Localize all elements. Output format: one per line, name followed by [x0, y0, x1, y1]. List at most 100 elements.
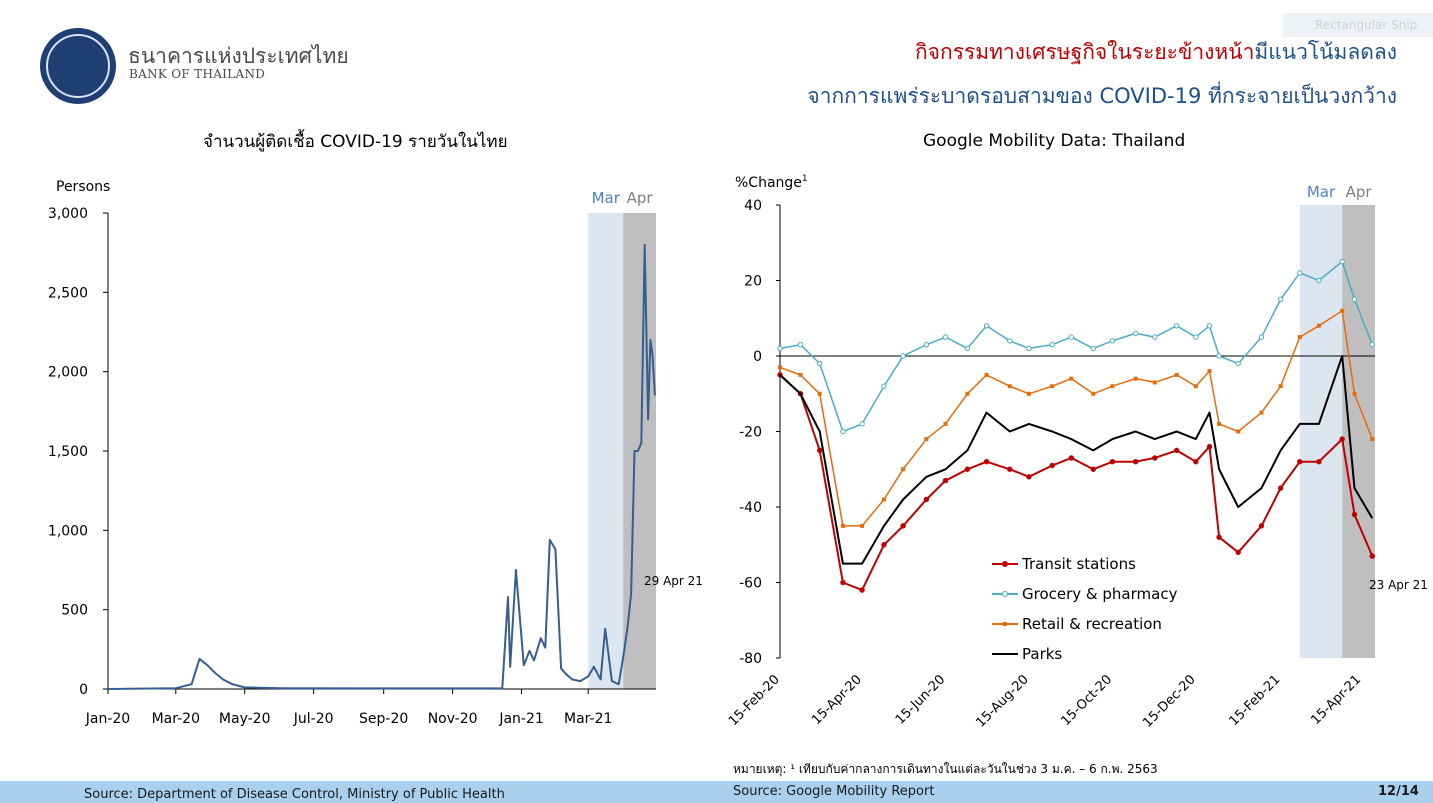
retail-recreation-point: [1316, 323, 1321, 328]
retail-recreation-legend-marker: [1003, 622, 1007, 626]
mobility-y-axis-label-text: %Change: [735, 175, 802, 191]
covid-cases-line: [107, 243, 656, 690]
retail-recreation-point: [840, 523, 845, 528]
retail-recreation-point: [1091, 391, 1096, 396]
grocery-pharmacy-point: [1258, 334, 1265, 340]
grocery-pharmacy-point: [816, 360, 823, 367]
retail-recreation-point: [1050, 384, 1055, 389]
transit-stations-point: [1351, 511, 1358, 518]
retail-recreation-point: [901, 467, 906, 472]
grocery-pharmacy-point: [1316, 277, 1322, 284]
headline-line-1: กิจกรรมทางเศรษฐกิจในระยะข้างหน้ามีแนวโน้…: [915, 36, 1397, 69]
headline-red-part: กิจกรรมทางเศรษฐกิจในระยะข้างหน้า: [914, 40, 1255, 64]
retail-recreation-point: [798, 372, 803, 377]
grocery-pharmacy-point: [1173, 323, 1180, 329]
headline-blue-part: มีแนวโน้มลดลง: [1254, 40, 1397, 64]
transit-stations-legend-marker: [1002, 561, 1008, 567]
retail-recreation-point: [984, 372, 989, 377]
mobility-y-axis-sup: 1: [802, 174, 808, 184]
covid-daily-cases-chart: Persons Mar Apr 0 500 1,000 1,500 2,000 2,500 3,…: [48, 179, 703, 727]
grocery-pharmacy-legend-marker: [1002, 591, 1008, 597]
transit-stations-point: [1109, 459, 1116, 465]
transit-stations-point: [881, 542, 887, 548]
transit-stations-point: [900, 523, 906, 529]
grocery-pharmacy-point: [777, 345, 783, 352]
grocery-pharmacy-point: [1277, 296, 1284, 303]
x-tick-label: 15-Aug-20: [973, 672, 1031, 730]
grocery-pharmacy-point: [1068, 334, 1075, 340]
grocery-pharmacy-point: [900, 353, 906, 359]
grocery-pharmacy-point: [964, 345, 971, 352]
grocery-pharmacy-point: [1235, 360, 1241, 367]
y-tick-label: 2,500: [48, 285, 88, 301]
mobility-chart: %Change1 Mar Apr -80 -60 -40 -20 0 20 40 15-Feb-2…: [726, 174, 1428, 731]
x-tick-label: 15-Apr-21: [1308, 672, 1364, 728]
retail-recreation-point: [778, 365, 782, 370]
transit-stations-point: [1173, 447, 1180, 454]
grocery-pharmacy-point: [1297, 270, 1303, 276]
retail-recreation-point: [1110, 384, 1115, 389]
transit-stations-point: [1193, 459, 1199, 465]
grocery-pharmacy-point: [1109, 338, 1116, 344]
x-tick-label: 15-Dec-20: [1140, 672, 1198, 730]
transit-stations-point: [1152, 455, 1158, 461]
parks-line: [779, 355, 1374, 565]
retail-recreation-point: [1278, 384, 1283, 389]
transit-stations-point: [1007, 466, 1013, 472]
y-tick-label: 0: [79, 682, 88, 698]
covid-y-axis-label: Persons: [56, 179, 110, 195]
retail-recreation-point: [817, 391, 822, 396]
grocery-pharmacy-point: [983, 323, 990, 329]
transit-stations-point: [1132, 459, 1139, 465]
grocery-pharmacy-point: [1026, 345, 1032, 352]
retail-recreation-point: [1370, 437, 1375, 442]
grocery-pharmacy-point: [1090, 345, 1096, 352]
grocery-pharmacy-point: [797, 341, 804, 348]
transit-stations-point: [1297, 459, 1303, 465]
page-number: 12/14: [1378, 784, 1419, 799]
transit-stations-point: [1049, 462, 1055, 469]
transit-stations-point: [964, 466, 971, 472]
grocery-pharmacy-point: [1369, 341, 1375, 348]
transit-stations-point: [1068, 455, 1075, 461]
x-tick-label: 15-Jun-20: [893, 672, 949, 728]
end-date-label: 29 Apr 21: [644, 574, 703, 588]
y-tick-label: -20: [739, 425, 762, 441]
y-tick-label: 40: [744, 198, 762, 214]
mar-shade: [1299, 205, 1343, 658]
snip-tool-label[interactable]: Rectangular Snip: [1283, 13, 1433, 37]
transit-stations-point: [1206, 443, 1213, 450]
retail-recreation-point: [1297, 335, 1302, 340]
transit-stations-point: [1090, 466, 1096, 472]
source-left: Source: Department of Disease Control, M…: [84, 787, 505, 802]
parks-legend-label: Parks: [1022, 645, 1062, 663]
grocery-pharmacy-point: [1049, 341, 1055, 348]
transit-stations-point: [816, 447, 823, 454]
x-tick-label: Jan-21: [498, 711, 543, 727]
footnote: หมายเหตุ: ¹ เทียบกับค่ากลางการเดินทางในแ…: [733, 762, 1158, 776]
y-tick-label: 3,000: [48, 206, 88, 222]
mobility-chart-title: Google Mobility Data: Thailand: [923, 131, 1186, 151]
shade-label-mar: Mar: [1307, 183, 1336, 201]
retail-recreation-point: [1207, 369, 1212, 374]
x-tick-label: Jan-20: [85, 711, 130, 727]
transit-stations-point: [1216, 534, 1222, 540]
y-tick-label: 1,000: [48, 523, 88, 539]
grocery-pharmacy-line: [779, 260, 1373, 433]
retail-recreation-line: [779, 309, 1373, 527]
transit-stations-point: [942, 477, 949, 484]
retail-recreation-point: [1152, 380, 1157, 385]
retail-recreation-legend-label: Retail & recreation: [1022, 615, 1162, 633]
shade-label-apr: Apr: [1346, 183, 1373, 201]
x-tick-label: Sep-20: [359, 711, 408, 727]
retail-recreation-point: [1133, 376, 1138, 381]
x-tick-label: Nov-20: [428, 711, 478, 727]
retail-recreation-point: [1236, 429, 1241, 434]
retail-recreation-point: [1193, 384, 1198, 389]
grocery-pharmacy-point: [1152, 334, 1158, 340]
y-tick-label: -80: [739, 651, 762, 667]
retail-recreation-point: [924, 437, 929, 442]
retail-recreation-point: [860, 523, 865, 528]
mobility-y-axis-label: %Change1: [735, 174, 808, 191]
headline-line-2: จากการแพร่ระบาดรอบสามของ COVID-19 ที่กระ…: [807, 84, 1397, 108]
